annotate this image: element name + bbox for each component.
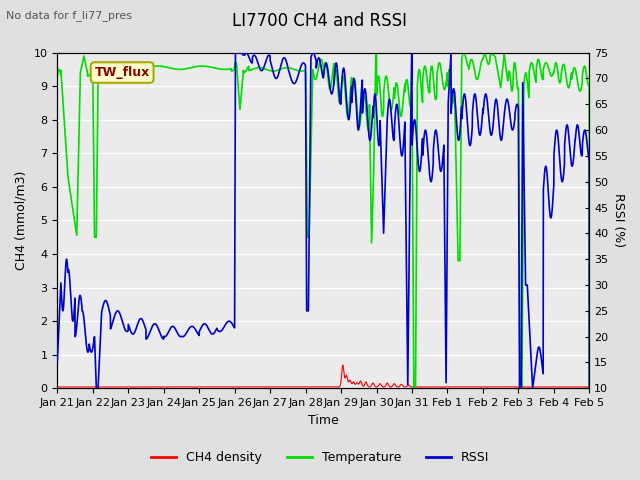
Y-axis label: RSSI (%): RSSI (%) (612, 193, 625, 248)
Text: TW_flux: TW_flux (95, 66, 150, 79)
Legend: CH4 density, Temperature, RSSI: CH4 density, Temperature, RSSI (146, 446, 494, 469)
X-axis label: Time: Time (308, 414, 339, 427)
Y-axis label: CH4 (mmol/m3): CH4 (mmol/m3) (15, 171, 28, 270)
Text: LI7700 CH4 and RSSI: LI7700 CH4 and RSSI (232, 12, 408, 30)
Text: No data for f_li77_pres: No data for f_li77_pres (6, 10, 132, 21)
